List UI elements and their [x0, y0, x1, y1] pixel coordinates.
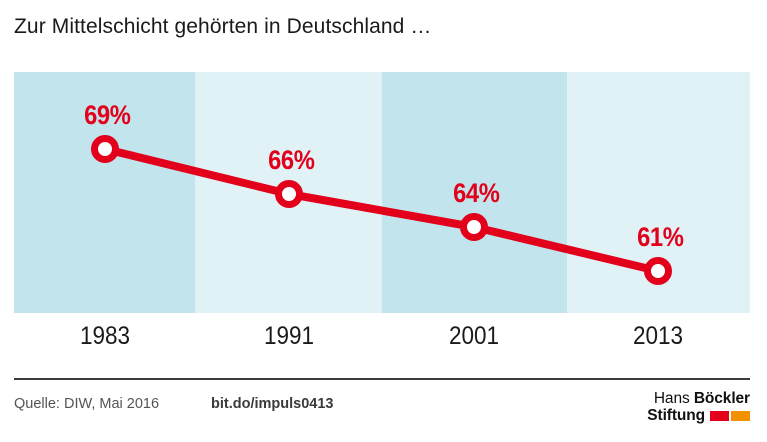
page-title: Zur Mittelschicht gehörten in Deutschlan…	[14, 15, 432, 38]
source-note: Quelle: DIW, Mai 2016	[14, 396, 160, 412]
background-band-1	[14, 72, 195, 313]
x-tick-label-2013: 2013	[632, 322, 684, 350]
x-axis: 1983 1991 2001 2013	[14, 322, 750, 356]
data-label-2013: 61%	[637, 222, 684, 252]
x-tick-label-2001: 2001	[448, 322, 500, 350]
short-url-link[interactable]: bit.do/impuls0413	[211, 396, 334, 412]
logo-bar-orange	[731, 410, 750, 421]
logo-word-boeckler: Böckler	[693, 390, 750, 407]
logo-line-1: Hans Böckler	[612, 390, 750, 407]
data-label-2001: 64%	[453, 178, 500, 208]
background-band-3	[382, 72, 567, 313]
footer-divider	[14, 378, 750, 380]
chart-plot-area: 69% 66% 64% 61%	[14, 72, 750, 313]
logo-word-hans: Hans	[653, 390, 694, 407]
data-label-1991: 66%	[268, 145, 315, 175]
data-label-1983: 69%	[84, 100, 131, 130]
x-tick-label-1991: 1991	[263, 322, 315, 350]
logo-word-stiftung: Stiftung	[647, 407, 705, 424]
footer: Quelle: DIW, Mai 2016 bit.do/impuls0413 …	[14, 390, 750, 434]
x-tick-label-1983: 1983	[79, 322, 131, 350]
data-line-series-1	[101, 145, 662, 275]
logo-color-bars	[710, 410, 750, 421]
data-point-marker-2001[interactable]	[460, 213, 488, 241]
data-point-marker-2013[interactable]	[644, 257, 672, 285]
logo-bar-red	[710, 410, 729, 421]
hans-boeckler-stiftung-logo: Hans Böckler Stiftung	[612, 390, 750, 432]
line-chart-svg	[91, 135, 672, 285]
data-point-marker-1983[interactable]	[91, 135, 119, 163]
data-point-marker-1991[interactable]	[275, 180, 303, 208]
logo-line-2: Stiftung	[612, 407, 750, 424]
